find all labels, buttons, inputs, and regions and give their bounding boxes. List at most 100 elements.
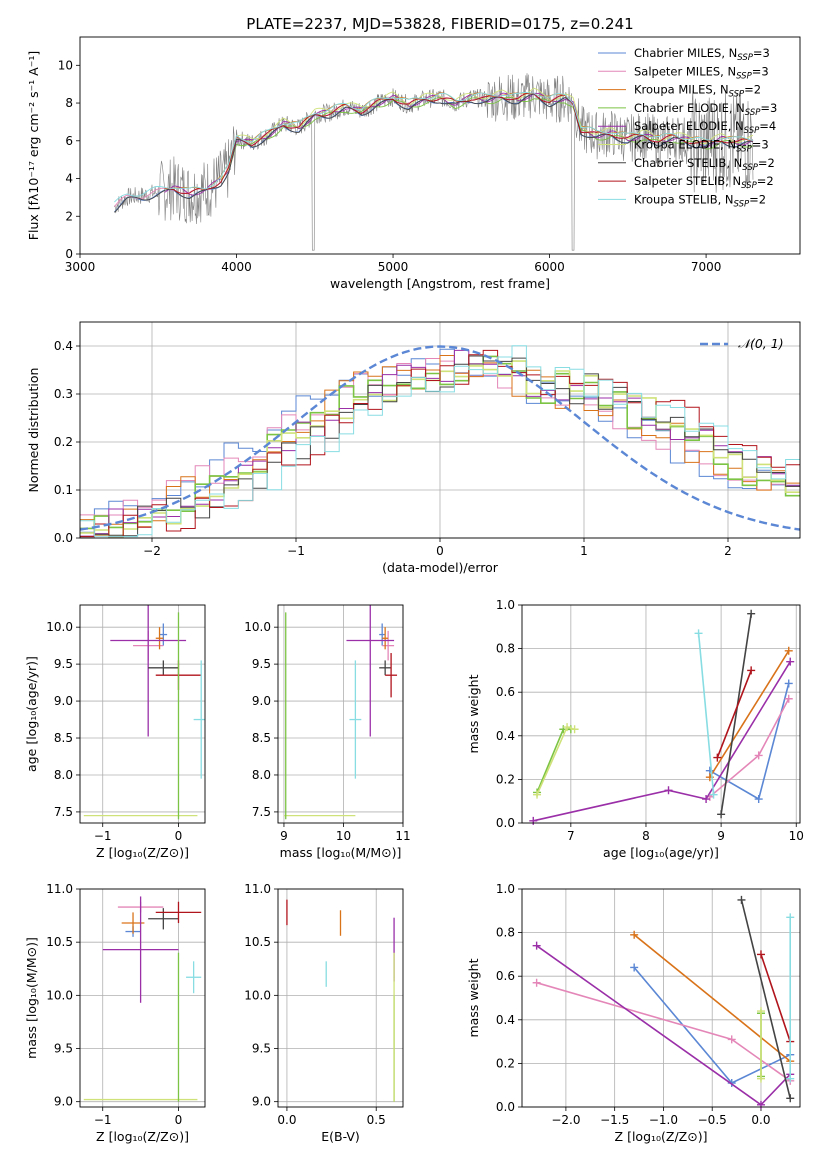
legend-label-chabrier_elodie: Chabrier ELODIE, NSSP=3: [634, 101, 777, 118]
legend-subscript: SSP: [745, 108, 761, 118]
y-tick-label: 10.5: [46, 935, 73, 949]
weight-marker-kroupa_stelib: [786, 913, 795, 922]
x-tick-label: 0.0: [277, 1113, 296, 1127]
weight-marker-kroupa_elodie: [570, 725, 579, 734]
y-tick-label: 10.0: [244, 620, 271, 634]
y-tick-label: 0.2: [54, 435, 73, 449]
x-tick-label: 11: [395, 829, 410, 843]
weight-marker-salpeter_elodie: [664, 786, 673, 795]
y-tick-label: 0.8: [496, 642, 515, 656]
weight-line-salpeter_stelib: [716, 670, 752, 758]
legend-subscript: SSP: [744, 126, 760, 136]
spectrum-panel: 3000 4000 5000 6000 7000 0 2 4 6 8 10 wavelength [A…: [26, 36, 801, 291]
y-tick-label: 8.5: [252, 731, 271, 745]
y-tick-label: 7.5: [54, 805, 73, 819]
legend-text: Kroupa ELODIE, N: [634, 138, 736, 152]
errorbar-chabrier_stelib: [379, 660, 392, 676]
figure-title: PLATE=2237, MJD=53828, FIBERID=0175, z=0…: [246, 15, 633, 33]
x-axis-label: Z [log₁₀(Z/Z⊙)]: [96, 1129, 189, 1144]
y-axis-label: age [log₁₀(age/yr)]: [24, 656, 39, 772]
residual-histogram-salpeter_stelib: [80, 349, 800, 538]
x-tick-label: 4000: [221, 260, 252, 274]
x-tick-label: 9: [717, 829, 725, 843]
x-tick-label: −1: [94, 1113, 112, 1127]
legend-label-chabrier_miles: Chabrier MILES, NSSP=3: [634, 46, 770, 63]
weight-line-kroupa_miles: [709, 650, 790, 778]
legend-label-kroupa_miles: Kroupa MILES, NSSP=2: [634, 83, 761, 100]
weight-marker-salpeter_elodie: [756, 1100, 765, 1109]
x-axis-label: Z [log₁₀(Z/Z⊙)]: [96, 845, 189, 860]
axes-frame: [277, 604, 404, 824]
legend-text: Chabrier STELIB, N: [634, 156, 742, 170]
y-tick-label: 0.8: [496, 926, 515, 940]
spectrum-data-line: [114, 73, 754, 251]
x-tick-label: −1.0: [649, 1113, 678, 1127]
legend-count: =2: [757, 174, 774, 188]
legend-text: Kroupa STELIB, N: [634, 192, 734, 206]
y-tick-label: 11.0: [46, 882, 73, 896]
errorbar-salpeter_stelib: [155, 901, 202, 924]
x-tick-label: −1.5: [600, 1113, 629, 1127]
weight-marker-salpeter_miles: [727, 1035, 736, 1044]
weight-vs-z-panel: −2.0 −1.5 −1.0 −0.5 0.0 0.0 0.2 0.4 0.6 0.8 1.0 Z […: [466, 882, 801, 1144]
x-tick-label: −1: [94, 829, 112, 843]
errorbar-chabrier_miles: [159, 623, 168, 646]
y-tick-label: 1.0: [496, 882, 515, 896]
y-tick-label: 2: [65, 209, 73, 223]
legend-subscript: SSP: [737, 53, 753, 63]
errorbar-salpeter_elodie: [102, 896, 179, 1003]
y-tick-label: 0.0: [54, 531, 73, 545]
weight-marker-salpeter_stelib: [713, 753, 722, 762]
legend-text: Salpeter ELODIE, N: [634, 119, 744, 133]
legend-count: =2: [744, 83, 761, 97]
x-axis-label: (data-model)/error: [382, 560, 499, 575]
legend-subscript: SSP: [736, 71, 752, 81]
axes-frame: [79, 36, 801, 255]
y-tick-label: 0.1: [54, 483, 73, 497]
x-axis-label: mass [log₁₀(M/M⊙)]: [280, 845, 402, 860]
x-tick-label: 0.5: [367, 1113, 386, 1127]
weight-marker-kroupa_elodie: [563, 723, 572, 732]
y-tick-label: 10.5: [244, 935, 271, 949]
y-tick-label: 11.0: [244, 882, 271, 896]
legend-count: =3: [760, 101, 777, 115]
weight-line-kroupa_stelib: [697, 633, 715, 795]
weight-line-kroupa_miles: [633, 934, 791, 1062]
weight-marker-salpeter_elodie: [702, 795, 711, 804]
y-axis-label: mass weight: [466, 674, 481, 753]
weight-marker-kroupa_elodie: [756, 1074, 765, 1083]
y-tick-label: 10.0: [46, 988, 73, 1002]
y-tick-label: 9.0: [54, 694, 73, 708]
weight-marker-salpeter_stelib: [756, 950, 765, 959]
residual-histogram-kroupa_stelib: [80, 345, 800, 538]
legend-text: Salpeter STELIB, N: [634, 174, 741, 188]
x-tick-label: 0.0: [751, 1113, 770, 1127]
legend-text: Chabrier MILES, N: [634, 46, 737, 60]
legend-text: Chabrier ELODIE, N: [634, 101, 745, 115]
weight-marker-salpeter_elodie: [529, 816, 538, 825]
axes-frame: [79, 321, 801, 539]
weight-marker-salpeter_stelib: [747, 666, 756, 675]
y-axis-label: mass [log₁₀(M/M⊙)]: [24, 937, 39, 1059]
weight-marker-kroupa_elodie: [533, 790, 542, 799]
legend-label-kroupa_stelib: Kroupa STELIB, NSSP=2: [634, 192, 766, 209]
y-tick-label: 0.6: [496, 685, 515, 699]
weight-marker-chabrier_stelib: [737, 895, 746, 904]
weight-marker-chabrier_stelib: [717, 810, 726, 819]
weight-line-chabrier_miles: [709, 683, 790, 801]
x-tick-label: −2.0: [551, 1113, 580, 1127]
x-tick-label: 0: [175, 1113, 183, 1127]
errorbar-kroupa_miles: [155, 627, 164, 650]
x-tick-label: 1: [580, 544, 588, 558]
legend-label-salpeter_elodie: Salpeter ELODIE, NSSP=4: [634, 119, 776, 136]
errorbar-kroupa_stelib: [186, 961, 202, 994]
y-tick-label: 6: [65, 134, 73, 148]
y-tick-label: 9.5: [252, 1042, 271, 1056]
weight-line-kroupa_elodie: [536, 726, 575, 796]
legend-label-salpeter_stelib: Salpeter STELIB, NSSP=2: [634, 174, 774, 191]
normal-distribution-curve: [80, 345, 800, 531]
y-tick-label: 9.5: [54, 657, 73, 671]
y-tick-label: 8.5: [54, 731, 73, 745]
